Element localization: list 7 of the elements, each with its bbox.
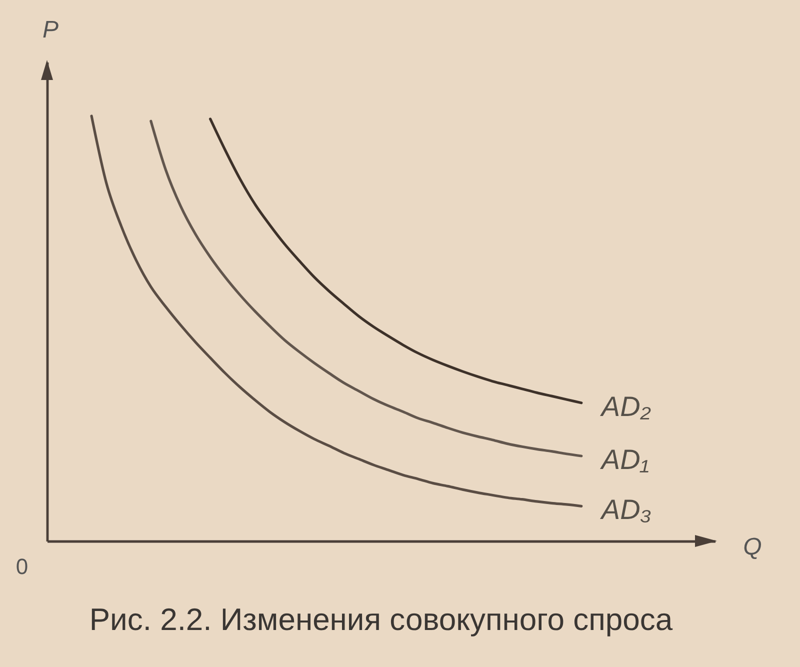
series-label: AD₂ [599,390,652,422]
x-axis-title: Q [743,534,762,560]
y-axis-title: P [42,16,59,44]
text: Рис. 2.2. Изменения совокупного спроса [89,602,674,637]
series-label: AD₁ [599,444,650,475]
text: 0 [16,554,28,579]
series-label: AD₃ [599,494,652,526]
